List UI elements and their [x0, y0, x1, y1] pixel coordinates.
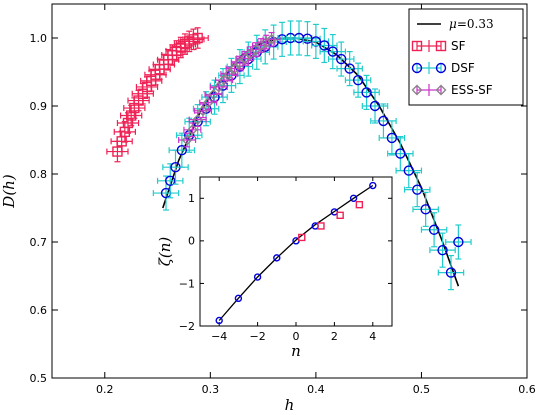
data-point-diamond — [266, 33, 278, 45]
data-point-square — [298, 233, 306, 242]
data-point-circle — [378, 115, 389, 127]
data-point-circle — [319, 40, 330, 51]
legend-marker-circle — [435, 62, 447, 74]
data-point-circle — [369, 100, 381, 112]
data-point-square — [355, 200, 364, 209]
data-point-circle — [453, 236, 464, 248]
legend-label-sf: SF — [451, 39, 466, 53]
data-point-circle — [327, 46, 338, 57]
legend-symbol: μ — [449, 17, 457, 31]
data-point-square — [192, 32, 203, 44]
legend-marker-circle — [411, 62, 423, 74]
y-tick-label: 0.6 — [30, 304, 48, 317]
data-point-circle — [253, 273, 262, 281]
data-point-diamond — [213, 81, 225, 93]
x-tick-label: 4 — [369, 330, 376, 343]
legend-label-ess-sf: ESS-SF — [451, 83, 493, 97]
x-tick-label: 0.4 — [307, 383, 325, 396]
legend-marker-diamond — [435, 84, 447, 96]
data-point-circle — [234, 294, 243, 303]
data-point-square — [317, 222, 325, 230]
data-point-circle — [273, 254, 281, 262]
y-tick-label: −2 — [179, 320, 195, 333]
legend-marker-square — [411, 40, 423, 52]
legend-label-fit: μ=0.33 — [449, 17, 494, 31]
y-axis-label: ζ(n) — [156, 237, 174, 267]
data-point-circle — [344, 63, 355, 74]
x-tick-label: −4 — [211, 330, 227, 343]
data-point-square — [122, 117, 134, 129]
data-point-circle — [420, 204, 431, 215]
data-point-circle — [445, 267, 457, 278]
data-point-circle — [369, 181, 377, 190]
data-point-diamond — [234, 57, 246, 69]
fit-curve — [218, 184, 374, 321]
x-axis-label: n — [291, 342, 301, 360]
y-tick-label: 0.7 — [30, 236, 48, 249]
data-point-diamond — [223, 68, 235, 80]
x-tick-label: 0.6 — [518, 383, 536, 396]
data-point-circle — [349, 194, 358, 202]
data-point-diamond — [239, 52, 251, 64]
data-point-circle — [176, 144, 188, 156]
data-point-circle — [386, 132, 398, 144]
data-point-circle — [361, 87, 372, 98]
y-tick-label: 0.5 — [30, 372, 48, 385]
data-point-circle — [165, 175, 176, 187]
data-point-diamond — [218, 74, 230, 86]
y-tick-label: 0.9 — [30, 100, 48, 113]
legend-marker-diamond — [411, 84, 423, 96]
x-tick-label: −2 — [249, 330, 265, 343]
data-point-circle — [352, 74, 364, 86]
plot-background — [200, 177, 392, 326]
legend: μ=0.33 SF DSF ESS-SF — [408, 8, 524, 106]
plot-frame — [51, 3, 528, 379]
x-tick-label: 0 — [293, 330, 300, 343]
data-point-diamond — [186, 124, 198, 136]
data-point-circle — [428, 224, 440, 235]
x-tick-label: 0.5 — [413, 383, 431, 396]
legend-box — [408, 8, 524, 106]
data-point-circle — [336, 53, 347, 65]
main-plot: 0.2 0.3 0.4 0.5 0.6 0.5 0.6 0.7 0.8 0.9 1.0 h D(h) — [0, 3, 536, 414]
inset-plot: −4 −2 0 2 4 −2 −1 0 1 n ζ(n) — [156, 176, 393, 360]
y-axis-label: D(h) — [0, 174, 18, 209]
x-tick-label: 0.2 — [96, 383, 114, 396]
data-point-circle — [403, 165, 414, 176]
legend-marker-square — [435, 40, 447, 52]
x-tick-label: 0.3 — [202, 383, 220, 396]
data-point-diamond — [208, 88, 219, 100]
y-tick-label: 1 — [188, 192, 195, 205]
y-tick-label: 1.0 — [30, 32, 48, 45]
data-point-diamond — [181, 134, 193, 146]
data-point-circle — [437, 244, 448, 256]
data-point-circle — [412, 184, 423, 195]
legend-value: =0.33 — [457, 17, 494, 31]
data-point-diamond — [229, 63, 241, 75]
y-tick-label: 0 — [188, 235, 195, 248]
x-tick-label: 2 — [331, 330, 338, 343]
data-point-square — [125, 110, 137, 121]
legend-label-dsf: DSF — [451, 61, 475, 75]
data-point-circle — [215, 316, 223, 325]
y-tick-label: 0.8 — [30, 168, 48, 181]
x-axis-label: h — [285, 396, 295, 414]
data-point-square — [336, 211, 344, 220]
data-point-circle — [395, 148, 406, 159]
y-tick-label: −1 — [179, 277, 195, 290]
